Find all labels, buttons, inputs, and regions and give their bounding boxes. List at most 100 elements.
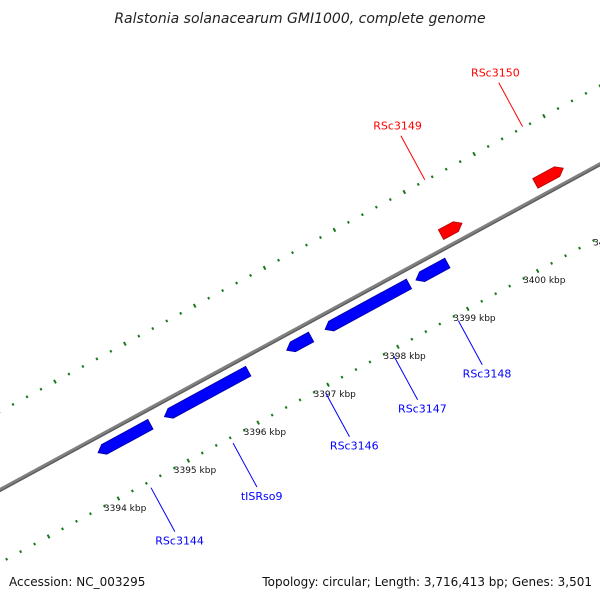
outer-tick: [25, 395, 29, 399]
gene-tisrso9[interactable]: [163, 365, 252, 419]
inner-tick-track: [5, 239, 595, 561]
inner-tick: [354, 367, 358, 372]
gene-rsc3149[interactable]: [437, 221, 463, 240]
inner-tick: [382, 352, 386, 356]
outer-tick: [570, 99, 574, 103]
outer-tick: [304, 243, 308, 247]
map-title: Ralstonia solanacearum GMI1000, complete…: [114, 11, 485, 27]
gene-rsc3147[interactable]: [324, 278, 413, 332]
gene-leader-line: [400, 135, 426, 180]
outer-tick: [528, 122, 532, 126]
gene-label-rsc3147[interactable]: RSc3147: [398, 403, 447, 416]
inner-tick: [144, 481, 148, 485]
inner-tick: [550, 261, 554, 265]
inner-tick: [228, 436, 232, 440]
gene-leader-line: [150, 487, 176, 532]
outer-tick: [277, 258, 281, 262]
inner-tick: [130, 489, 134, 493]
inner-tick: [200, 451, 204, 455]
outer-tick: [556, 106, 560, 111]
outer-tick: [332, 227, 337, 233]
outer-tick: [81, 364, 85, 369]
inner-tick: [186, 458, 191, 463]
gene-label-rsc3150[interactable]: RSc3150: [471, 67, 520, 80]
backbone-line: [0, 161, 600, 493]
outer-tick: [500, 137, 504, 141]
accession-text: Accession: NC_003295: [9, 575, 145, 589]
inner-tick: [102, 504, 106, 508]
outer-tick: [11, 402, 15, 406]
gene-label-rsc3149[interactable]: RSc3149: [373, 120, 422, 133]
inner-tick: [535, 268, 540, 274]
outer-tick: [249, 273, 253, 278]
outer-tick: [514, 129, 518, 133]
tick-label: 3396 kbp: [244, 428, 287, 438]
outer-tick: [542, 113, 546, 119]
gene-leader-line: [393, 355, 419, 401]
backbone-shadow: [0, 164, 600, 493]
inner-tick: [116, 496, 121, 501]
outer-tick: [444, 167, 448, 171]
inner-tick: [298, 398, 302, 402]
inner-tick: [242, 428, 246, 432]
outer-tick: [458, 160, 462, 164]
outer-tick: [360, 213, 364, 217]
outer-tick: [416, 182, 420, 186]
outer-tick: [53, 379, 57, 384]
outer-tick: [235, 281, 239, 285]
outer-tick: [67, 372, 71, 376]
gene-leader-line: [498, 82, 524, 127]
gene-label-rsc3144[interactable]: RSc3144: [155, 534, 204, 547]
outer-tick: [262, 265, 267, 271]
gene-leader-line: [325, 392, 350, 438]
inner-tick: [340, 375, 344, 379]
inner-tick: [214, 443, 218, 447]
outer-tick: [165, 319, 169, 323]
inner-tick: [578, 246, 582, 250]
gene-leader-line: [457, 320, 483, 365]
outer-tick: [95, 357, 99, 361]
gene-label-rsc3148[interactable]: RSc3148: [463, 367, 512, 380]
tick-label: 3394 kbp: [104, 504, 147, 514]
inner-tick: [312, 390, 316, 394]
outer-tick: [486, 144, 490, 149]
tick-label: 3397 kbp: [313, 390, 356, 400]
tick-label: 3401 kbp: [593, 238, 600, 248]
gene-label-rsc3146[interactable]: RSc3146: [330, 440, 379, 453]
outer-tick: [402, 189, 407, 195]
outer-tick: [221, 289, 225, 293]
outer-tick-track: [0, 84, 600, 413]
inner-tick: [33, 542, 37, 546]
gene-rsc3144[interactable]: [97, 418, 154, 455]
outer-tick: [179, 311, 183, 315]
inner-tick: [46, 534, 51, 539]
tick-labels: 3394 kbp 3395 kbp 3396 kbp 3397 kbp 3398 kbp…: [104, 238, 600, 514]
outer-tick: [122, 341, 127, 346]
inner-tick: [424, 330, 428, 334]
inner-tick: [61, 527, 65, 531]
tick-label: 3395 kbp: [174, 466, 217, 476]
outer-tick: [346, 220, 350, 224]
inner-tick: [592, 239, 595, 243]
outer-tick: [584, 91, 588, 95]
gene-leader-line: [232, 442, 258, 488]
inner-tick: [158, 474, 162, 478]
outer-tick: [318, 235, 322, 240]
tick-label: 3400 kbp: [523, 276, 566, 286]
inner-tick: [270, 413, 274, 417]
gene-rsc3146[interactable]: [286, 331, 315, 353]
tick-label: 3398 kbp: [383, 352, 426, 362]
outer-tick: [472, 151, 476, 157]
inner-tick: [284, 405, 288, 410]
gene-label-tisrso9[interactable]: tISRso9: [241, 490, 283, 503]
gene-features: [97, 166, 564, 455]
inner-tick: [410, 337, 414, 341]
inner-tick: [396, 344, 400, 350]
outer-tick: [207, 296, 211, 300]
inner-tick: [452, 314, 456, 319]
gene-rsc3150[interactable]: [532, 166, 564, 189]
gene-rsc3148[interactable]: [415, 257, 451, 283]
outer-tick: [291, 251, 294, 255]
gene-labels: RSc3144 tISRso9 RSc3146 RSc3147 RSc3148 RSc31…: [150, 67, 524, 547]
